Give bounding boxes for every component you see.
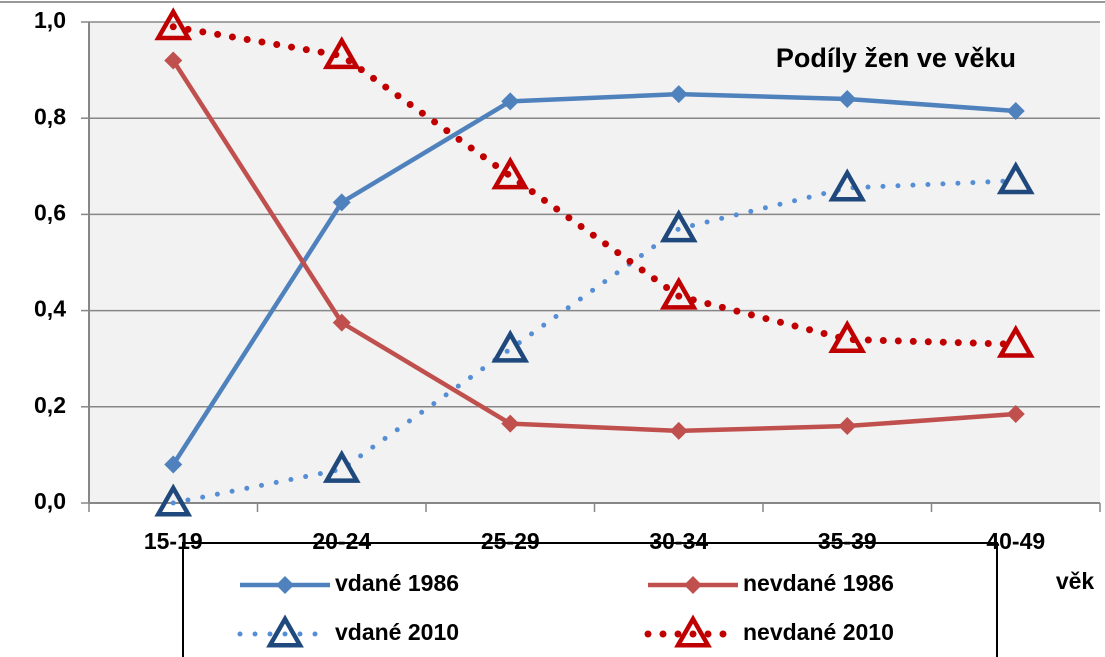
marker — [828, 168, 867, 202]
y-tick-label: 1,0 — [34, 7, 66, 33]
marker — [322, 449, 361, 483]
marker — [996, 161, 1035, 195]
y-tick-label: 0,2 — [34, 392, 66, 418]
x-tick-label: 25-29 — [481, 528, 540, 554]
marker — [996, 324, 1035, 358]
marker — [491, 156, 530, 190]
y-tick-label: 0,0 — [34, 488, 66, 514]
marker — [164, 455, 183, 474]
marker — [332, 313, 351, 332]
marker — [1006, 101, 1025, 120]
y-tick-label: 0,8 — [34, 103, 66, 129]
legend-item: nevdané 2010 — [644, 614, 894, 648]
x-axis-label: věk — [1056, 568, 1095, 594]
legend-item: vdané 1986 — [240, 570, 459, 596]
marker — [684, 576, 702, 594]
series-line — [170, 178, 1019, 506]
legend-box — [182, 542, 998, 657]
marker — [674, 614, 712, 648]
marker — [266, 614, 304, 648]
marker — [659, 276, 698, 310]
series-line — [169, 23, 1020, 348]
y-tick-label: 0,6 — [34, 199, 66, 225]
marker — [501, 92, 520, 111]
marker — [669, 85, 688, 104]
marker — [838, 417, 857, 436]
marker — [828, 319, 867, 353]
legend-label: vdané 1986 — [335, 570, 459, 596]
marker — [322, 36, 361, 70]
legend-label: nevdané 2010 — [743, 619, 894, 645]
marker — [491, 329, 530, 363]
grid — [81, 21, 1101, 512]
marker — [276, 576, 294, 594]
y-tick-label: 0,4 — [34, 296, 66, 322]
series-line — [171, 91, 1016, 466]
legend-item: nevdané 1986 — [648, 570, 894, 596]
marker — [1006, 405, 1025, 424]
marker — [659, 209, 698, 243]
legend-label: vdané 2010 — [335, 619, 459, 645]
marker — [838, 89, 857, 108]
marker — [332, 193, 351, 212]
legend-label: nevdané 1986 — [743, 570, 894, 596]
marks — [154, 7, 1035, 517]
x-tick-label: 40-49 — [986, 528, 1045, 554]
x-tick-label: 35-39 — [818, 528, 877, 554]
x-tick-label: 15-19 — [144, 528, 203, 554]
series-line — [171, 59, 1016, 434]
marker — [154, 483, 193, 517]
marker — [669, 421, 688, 440]
marker — [164, 51, 183, 70]
marker — [154, 7, 193, 41]
marker — [501, 414, 520, 433]
plot-area — [89, 22, 1100, 503]
legend-item: vdané 2010 — [237, 614, 459, 648]
chart-title: Podíly žen ve věku — [776, 43, 1016, 73]
x-tick-label: 30-34 — [649, 528, 708, 554]
x-tick-label: 20-24 — [312, 528, 371, 554]
